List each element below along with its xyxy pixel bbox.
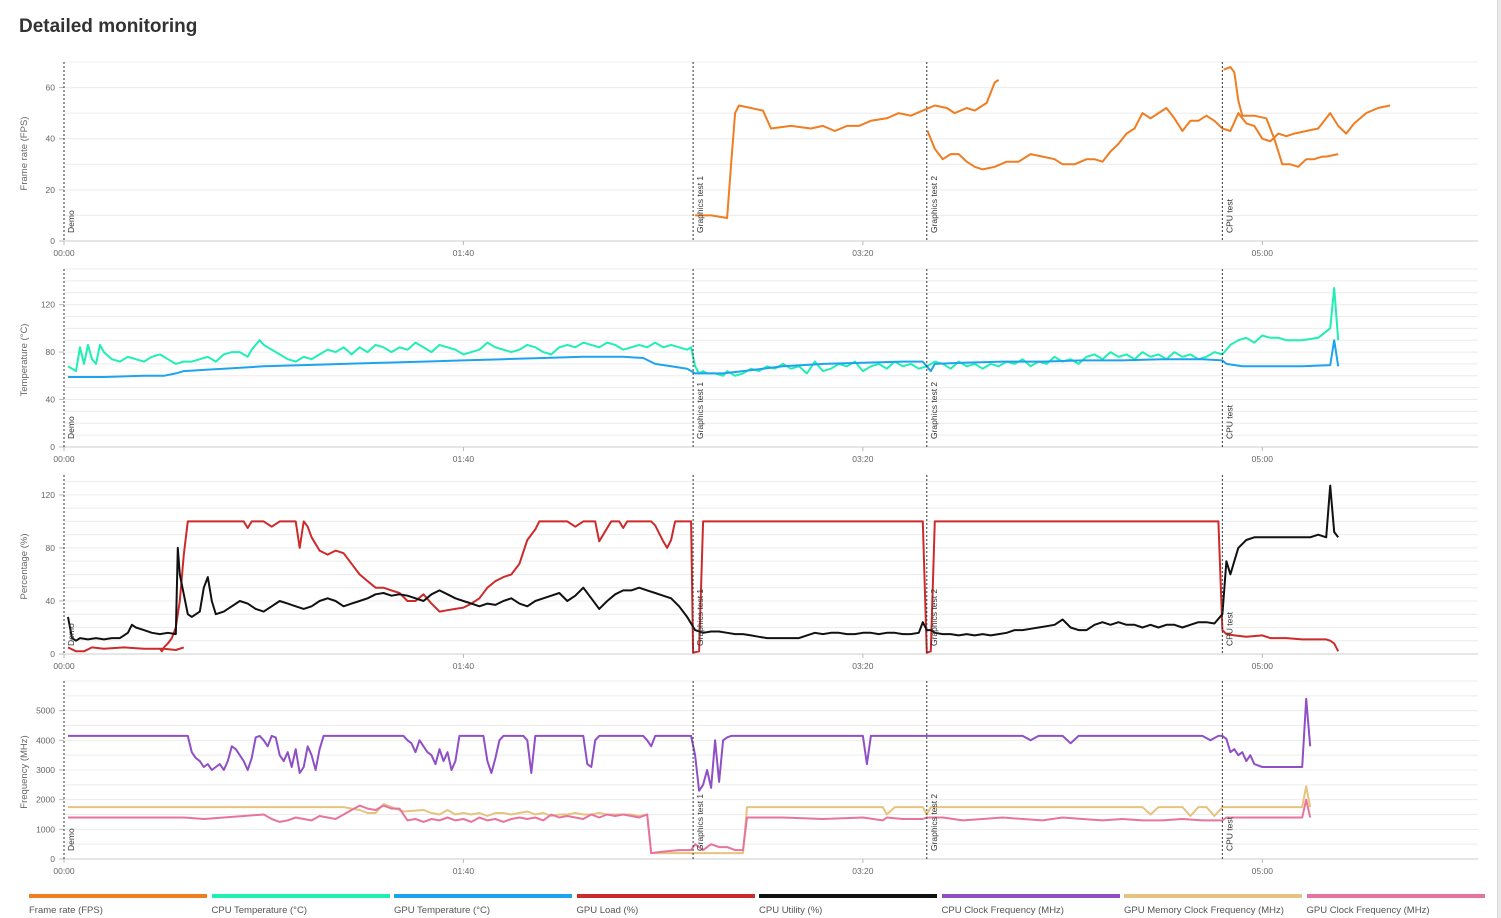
legend-item[interactable]: CPU Utility (%): [759, 894, 937, 916]
x-tick-label: 03:20: [852, 454, 874, 464]
test-marker-label: Graphics test 2: [929, 176, 939, 233]
legend-label: GPU Clock Frequency (MHz): [1306, 905, 1430, 916]
chart-panel-2: 0 40 80 120 Temperature (°C) 00:00 01:40 03:20 0…: [19, 268, 1478, 464]
test-marker-label: Graphics test 1: [695, 382, 705, 439]
test-marker-label: Graphics test 1: [695, 176, 705, 233]
legend-swatch: [1306, 894, 1485, 898]
x-tick-label: 00:00: [53, 454, 75, 464]
series-line-1: [67, 287, 1340, 377]
test-marker-label: Graphics test 2: [929, 589, 939, 646]
y-tick-label: 1000: [36, 824, 55, 834]
y-tick-label: 0: [50, 649, 55, 659]
y-tick-label: 3000: [36, 765, 55, 775]
legend-swatch: [394, 894, 572, 898]
x-tick-label: 00:00: [53, 661, 75, 671]
test-marker-label: CPU test: [1224, 816, 1234, 851]
legend-label: CPU Clock Frequency (MHz): [941, 905, 1064, 916]
x-tick-label: 03:20: [852, 248, 874, 258]
legend-swatch: [759, 894, 937, 898]
legend-swatch: [1124, 894, 1302, 898]
legend-label: GPU Memory Clock Frequency (MHz): [1124, 905, 1284, 916]
y-tick-label: 40: [46, 596, 56, 606]
y-tick-label: 0: [50, 236, 55, 246]
legend-item[interactable]: GPU Clock Frequency (MHz): [1306, 894, 1485, 916]
test-marker-label: Graphics test 1: [695, 589, 705, 646]
legend-swatch: [29, 894, 207, 898]
x-tick-label: 03:20: [852, 661, 874, 671]
y-tick-label: 20: [46, 185, 56, 195]
x-tick-label: 05:00: [1252, 248, 1274, 258]
y-tick-label: 0: [50, 442, 55, 452]
legend-swatch: [576, 894, 755, 898]
legend-label: Frame rate (FPS): [29, 905, 103, 916]
legend-item[interactable]: CPU Temperature (°C): [211, 894, 390, 916]
test-marker-label: Demo: [66, 416, 76, 439]
legend-item[interactable]: CPU Clock Frequency (MHz): [941, 894, 1120, 916]
test-marker-label: CPU test: [1224, 611, 1234, 646]
y-tick-label: 2000: [36, 795, 55, 805]
chart-panel-3: 0 40 80 120 Percentage (%) 00:00 01:40 03:20 05:…: [19, 475, 1478, 671]
x-tick-label: 05:00: [1252, 866, 1274, 876]
legend-swatch: [941, 894, 1120, 898]
y-tick-label: 5000: [36, 706, 55, 716]
y-tick-label: 120: [41, 300, 55, 310]
x-tick-label: 00:00: [53, 866, 75, 876]
test-marker-label: Demo: [66, 210, 76, 233]
legend-item[interactable]: Frame rate (FPS): [29, 894, 207, 916]
y-axis-label: Temperature (°C): [19, 324, 30, 397]
x-tick-label: 01:40: [453, 661, 475, 671]
x-tick-label: 00:00: [53, 248, 75, 258]
y-axis-label: Frame rate (FPS): [19, 117, 30, 191]
series-line-2: [67, 484, 1339, 642]
y-tick-label: 40: [46, 134, 56, 144]
test-marker-label: Graphics test 1: [695, 794, 705, 851]
test-marker-label: Graphics test 2: [929, 794, 939, 851]
legend-item[interactable]: GPU Load (%): [576, 894, 755, 916]
series-line-1: [67, 520, 1340, 654]
series-line-1: [695, 66, 1391, 219]
y-tick-label: 4000: [36, 735, 55, 745]
test-marker-label: Demo: [66, 623, 76, 646]
test-marker-label: Graphics test 2: [929, 382, 939, 439]
test-marker-label: CPU test: [1224, 198, 1234, 233]
y-tick-label: 80: [46, 543, 56, 553]
chart-panel-1: 0 20 40 60 Frame rate (FPS) 00:00 01:40 03:20 05…: [19, 61, 1478, 258]
chart-panel-4: 0 1000 2000 3000 4000 5000 Frequency (MHz) 00:0…: [19, 680, 1478, 876]
series-line-1: [68, 697, 1312, 792]
legend-label: CPU Utility (%): [759, 905, 823, 916]
y-axis-label: Percentage (%): [19, 533, 30, 599]
y-tick-label: 60: [46, 83, 56, 93]
y-tick-label: 80: [46, 347, 56, 357]
legend-label: GPU Temperature (°C): [394, 905, 491, 916]
test-marker-label: Demo: [66, 828, 76, 851]
x-tick-label: 03:20: [852, 866, 874, 876]
legend-label: GPU Load (%): [576, 905, 639, 916]
x-tick-label: 05:00: [1252, 661, 1274, 671]
test-marker-label: CPU test: [1224, 404, 1234, 439]
x-tick-label: 01:40: [453, 248, 475, 258]
y-tick-label: 0: [50, 854, 55, 864]
legend-swatch: [211, 894, 390, 898]
y-axis-label: Frequency (MHz): [19, 735, 30, 808]
legend: Frame rate (FPS) CPU Temperature (°C) GPU …: [29, 894, 1489, 918]
legend-label: CPU Temperature (°C): [211, 905, 307, 916]
x-tick-label: 01:40: [453, 454, 475, 464]
x-tick-label: 05:00: [1252, 454, 1274, 464]
page-title: Detailed monitoring: [19, 16, 198, 37]
legend-item[interactable]: GPU Temperature (°C): [394, 894, 572, 916]
series-line-3: [68, 798, 1312, 855]
legend-item[interactable]: GPU Memory Clock Frequency (MHz): [1124, 894, 1302, 916]
x-tick-label: 01:40: [453, 866, 475, 876]
y-tick-label: 120: [41, 490, 55, 500]
series-line-2: [68, 339, 1340, 378]
y-tick-label: 40: [46, 395, 56, 405]
